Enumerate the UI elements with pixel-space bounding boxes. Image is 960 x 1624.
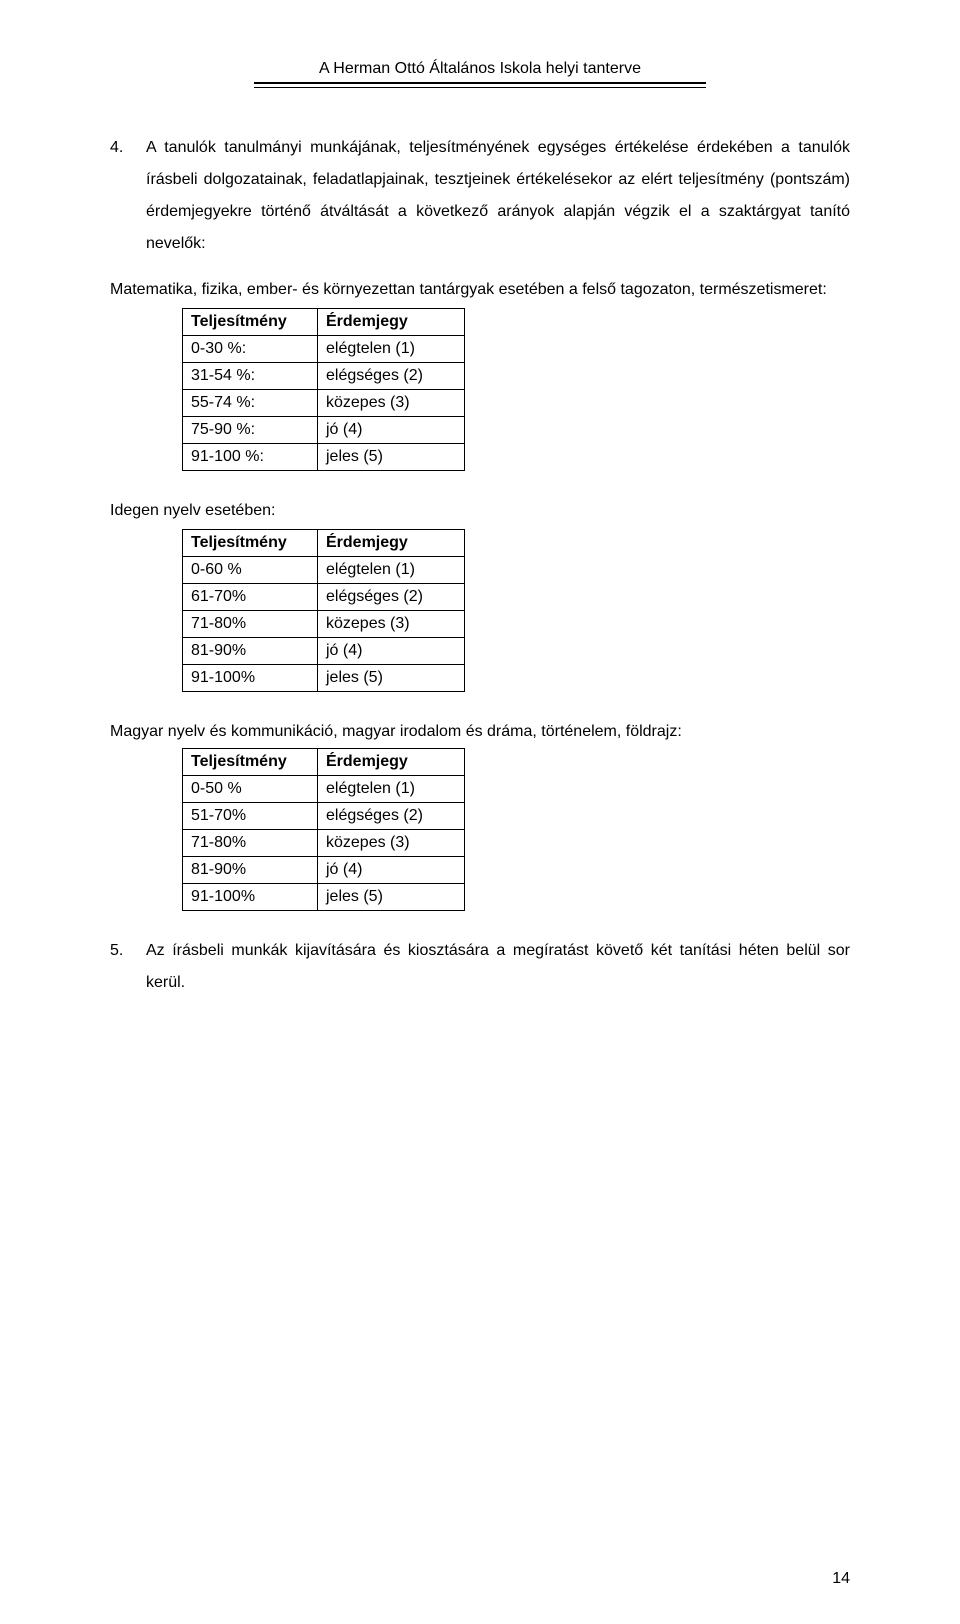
item-4: 4. A tanulók tanulmányi munkájának, telj… bbox=[110, 132, 850, 260]
table-cell: jó (4) bbox=[318, 857, 465, 884]
table-cell: 81-90% bbox=[183, 638, 318, 665]
table-cell: jó (4) bbox=[318, 638, 465, 665]
table-cell: elégséges (2) bbox=[318, 584, 465, 611]
table-cell: elégtelen (1) bbox=[318, 557, 465, 584]
table-row: 51-70%elégséges (2) bbox=[183, 803, 465, 830]
item-4-para1: A tanulók tanulmányi munkájának, teljesí… bbox=[146, 132, 850, 260]
table-cell: közepes (3) bbox=[318, 830, 465, 857]
item-5-text: Az írásbeli munkák kijavítására és kiosz… bbox=[146, 935, 850, 999]
table-row: 0-60 %elégtelen (1) bbox=[183, 557, 465, 584]
lead-magyar: Magyar nyelv és kommunikáció, magyar iro… bbox=[110, 716, 850, 748]
page-number: 14 bbox=[832, 1570, 850, 1588]
table-cell: 81-90% bbox=[183, 857, 318, 884]
table-cell: közepes (3) bbox=[318, 390, 465, 417]
table-cell: elégtelen (1) bbox=[318, 336, 465, 363]
item-5-number: 5. bbox=[110, 935, 146, 999]
grade-table-1: Teljesítmény Érdemjegy 0-30 %:elégtelen … bbox=[182, 308, 465, 471]
table-row: 81-90%jó (4) bbox=[183, 857, 465, 884]
table-cell: 51-70% bbox=[183, 803, 318, 830]
header-rule bbox=[254, 82, 706, 88]
header-title: A Herman Ottó Általános Iskola helyi tan… bbox=[110, 60, 850, 78]
grade-table-2: Teljesítmény Érdemjegy 0-60 %elégtelen (… bbox=[182, 529, 465, 692]
table-cell: 61-70% bbox=[183, 584, 318, 611]
table-header-cell: Érdemjegy bbox=[318, 530, 465, 557]
table-cell: jeles (5) bbox=[318, 884, 465, 911]
table-cell: jeles (5) bbox=[318, 665, 465, 692]
table-cell: 91-100 %: bbox=[183, 444, 318, 471]
table-header-cell: Teljesítmény bbox=[183, 530, 318, 557]
table-cell: elégséges (2) bbox=[318, 363, 465, 390]
item-4-number: 4. bbox=[110, 132, 146, 260]
lead-idegen: Idegen nyelv esetében: bbox=[110, 495, 850, 527]
page: A Herman Ottó Általános Iskola helyi tan… bbox=[0, 0, 960, 1624]
table-header-row: Teljesítmény Érdemjegy bbox=[183, 749, 465, 776]
grade-table-3: Teljesítmény Érdemjegy 0-50 %elégtelen (… bbox=[182, 748, 465, 911]
table-cell: 0-50 % bbox=[183, 776, 318, 803]
table-cell: 91-100% bbox=[183, 884, 318, 911]
table-cell: elégséges (2) bbox=[318, 803, 465, 830]
table-cell: jó (4) bbox=[318, 417, 465, 444]
table-row: 71-80%közepes (3) bbox=[183, 830, 465, 857]
page-header: A Herman Ottó Általános Iskola helyi tan… bbox=[110, 60, 850, 88]
table-header-row: Teljesítmény Érdemjegy bbox=[183, 309, 465, 336]
table-cell: jeles (5) bbox=[318, 444, 465, 471]
table-row: 55-74 %:közepes (3) bbox=[183, 390, 465, 417]
item-4-para2: Matematika, fizika, ember- és környezett… bbox=[110, 274, 850, 306]
table-cell: elégtelen (1) bbox=[318, 776, 465, 803]
table-cell: 75-90 %: bbox=[183, 417, 318, 444]
table-row: 71-80%közepes (3) bbox=[183, 611, 465, 638]
table-cell: 0-30 %: bbox=[183, 336, 318, 363]
table-cell: 71-80% bbox=[183, 830, 318, 857]
table-row: 91-100%jeles (5) bbox=[183, 884, 465, 911]
table-cell: 91-100% bbox=[183, 665, 318, 692]
table-row: 91-100%jeles (5) bbox=[183, 665, 465, 692]
table-header-row: Teljesítmény Érdemjegy bbox=[183, 530, 465, 557]
table-cell: 71-80% bbox=[183, 611, 318, 638]
table-cell: 31-54 %: bbox=[183, 363, 318, 390]
table-header-cell: Teljesítmény bbox=[183, 309, 318, 336]
table-row: 31-54 %:elégséges (2) bbox=[183, 363, 465, 390]
item-5: 5. Az írásbeli munkák kijavítására és ki… bbox=[110, 935, 850, 999]
table-header-cell: Érdemjegy bbox=[318, 309, 465, 336]
table-row: 0-50 %elégtelen (1) bbox=[183, 776, 465, 803]
table-row: 0-30 %:elégtelen (1) bbox=[183, 336, 465, 363]
table-cell: közepes (3) bbox=[318, 611, 465, 638]
table-header-cell: Érdemjegy bbox=[318, 749, 465, 776]
table-row: 75-90 %:jó (4) bbox=[183, 417, 465, 444]
table-row: 91-100 %:jeles (5) bbox=[183, 444, 465, 471]
table-cell: 55-74 %: bbox=[183, 390, 318, 417]
table-row: 61-70%elégséges (2) bbox=[183, 584, 465, 611]
table-cell: 0-60 % bbox=[183, 557, 318, 584]
table-row: 81-90%jó (4) bbox=[183, 638, 465, 665]
table-header-cell: Teljesítmény bbox=[183, 749, 318, 776]
